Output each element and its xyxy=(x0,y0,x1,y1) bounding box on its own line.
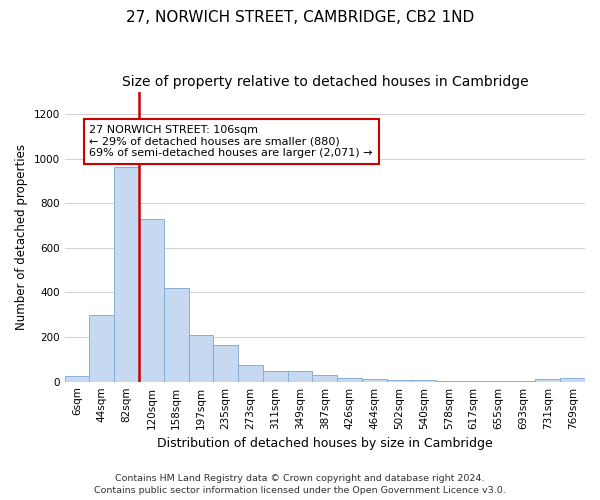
Text: 27, NORWICH STREET, CAMBRIDGE, CB2 1ND: 27, NORWICH STREET, CAMBRIDGE, CB2 1ND xyxy=(126,10,474,25)
Bar xyxy=(461,380,486,382)
Bar xyxy=(263,371,287,382)
Text: Contains HM Land Registry data © Crown copyright and database right 2024.
Contai: Contains HM Land Registry data © Crown c… xyxy=(94,474,506,495)
Text: 27 NORWICH STREET: 106sqm
← 29% of detached houses are smaller (880)
69% of semi: 27 NORWICH STREET: 106sqm ← 29% of detac… xyxy=(89,125,373,158)
Bar xyxy=(436,380,461,382)
Bar xyxy=(560,378,585,382)
Bar xyxy=(362,379,387,382)
Bar xyxy=(214,345,238,382)
Bar xyxy=(114,168,139,382)
Bar xyxy=(164,288,188,382)
Bar xyxy=(511,381,535,382)
X-axis label: Distribution of detached houses by size in Cambridge: Distribution of detached houses by size … xyxy=(157,437,493,450)
Bar xyxy=(238,365,263,382)
Bar xyxy=(287,371,313,382)
Bar xyxy=(486,381,511,382)
Bar xyxy=(89,314,114,382)
Y-axis label: Number of detached properties: Number of detached properties xyxy=(15,144,28,330)
Bar xyxy=(535,379,560,382)
Bar xyxy=(313,375,337,382)
Title: Size of property relative to detached houses in Cambridge: Size of property relative to detached ho… xyxy=(122,75,528,89)
Bar xyxy=(139,219,164,382)
Bar xyxy=(412,380,436,382)
Bar xyxy=(337,378,362,382)
Bar xyxy=(188,335,214,382)
Bar xyxy=(387,380,412,382)
Bar xyxy=(65,376,89,382)
